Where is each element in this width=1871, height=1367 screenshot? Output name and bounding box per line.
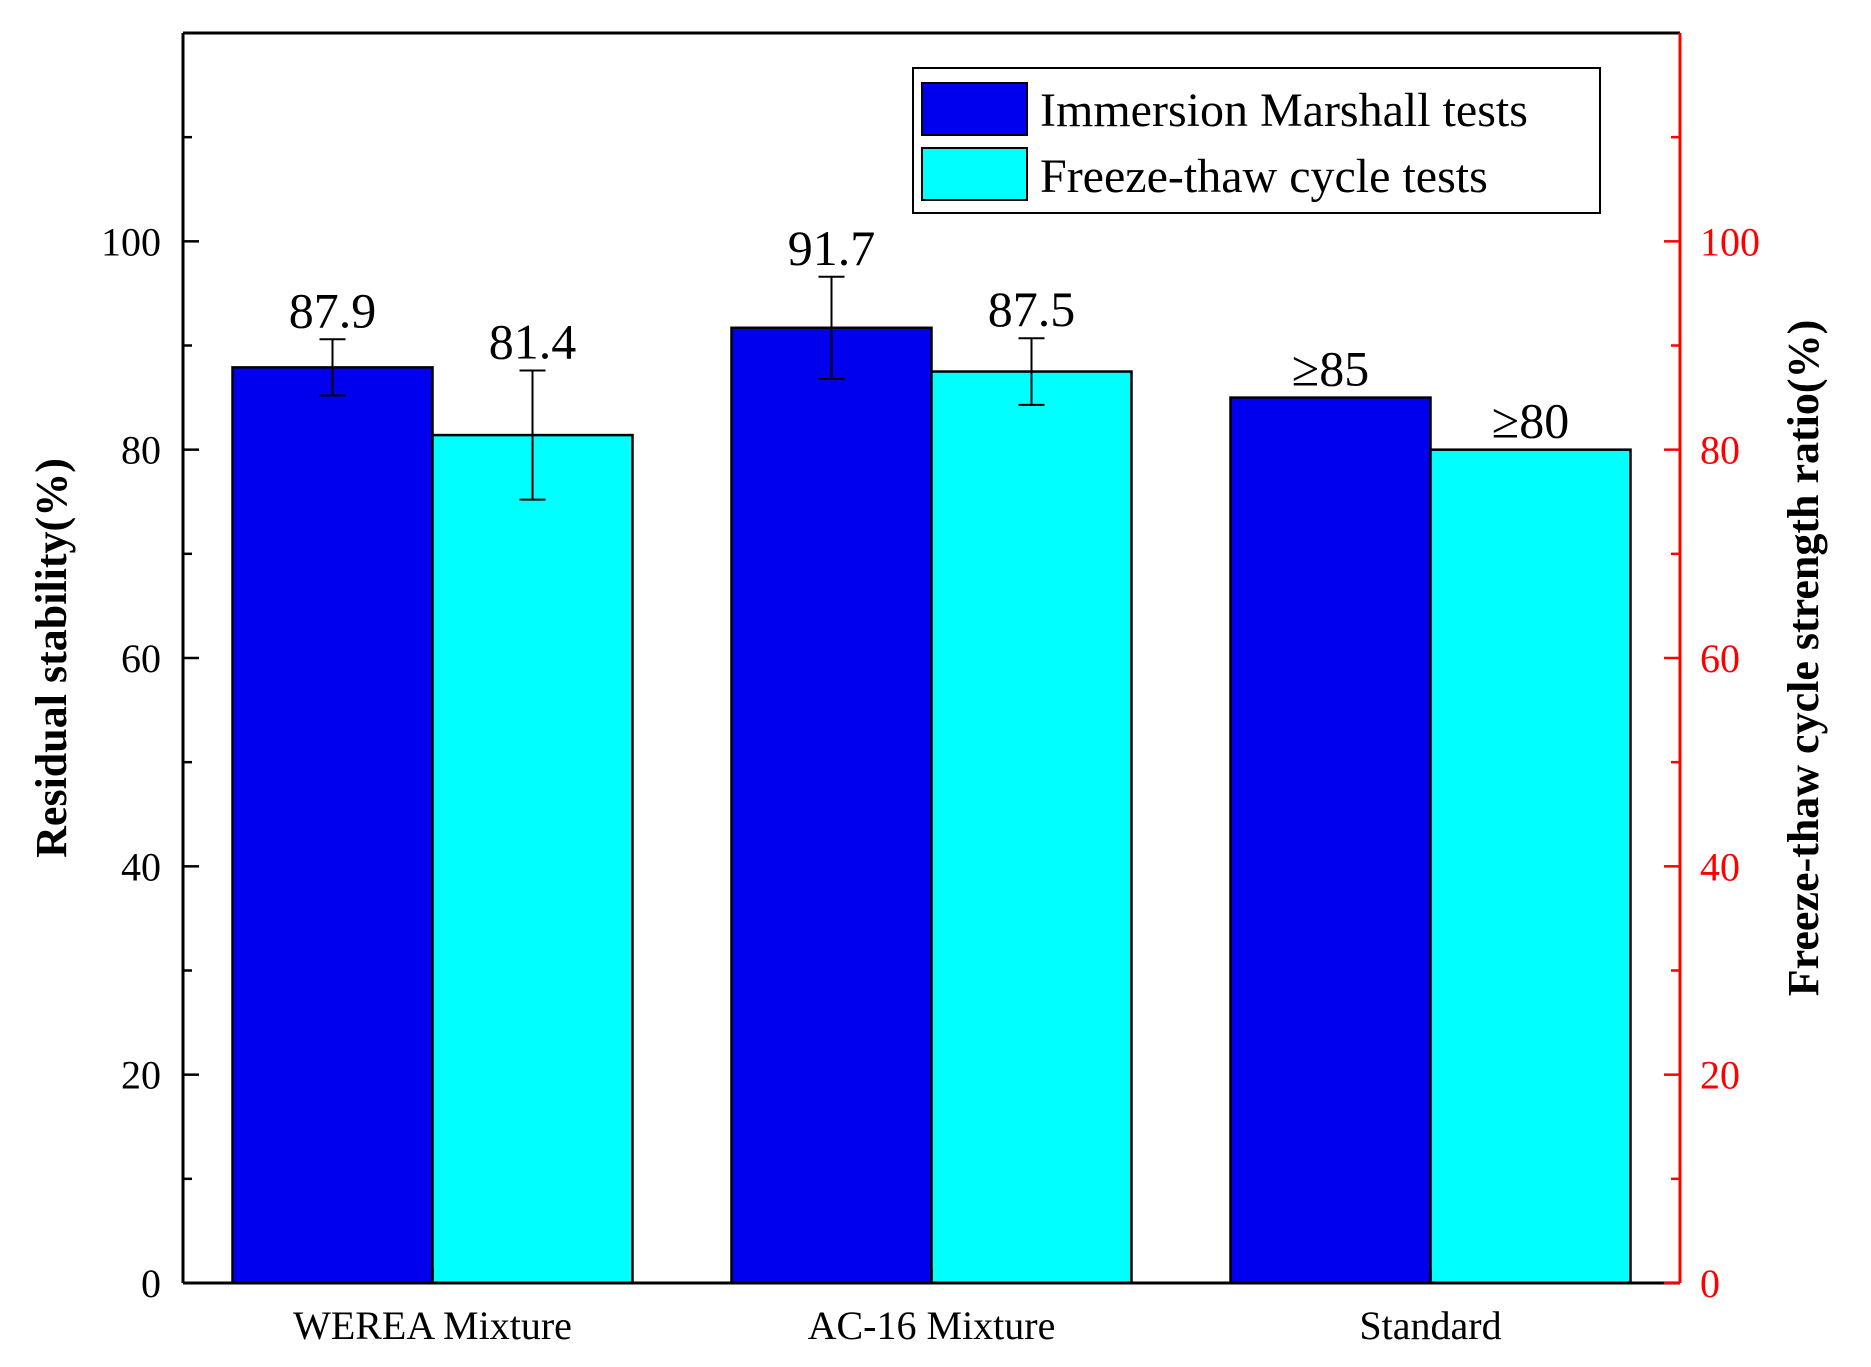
y-tick-label: 100: [101, 219, 161, 264]
y2-axis-title: Freeze-thaw cycle strength ratio(%): [1779, 320, 1828, 996]
bar-freeze-thaw-2: [1429, 448, 1632, 1285]
y-tick-label: 60: [121, 636, 161, 681]
y-tick-label: 0: [141, 1261, 161, 1306]
data-label: 87.9: [289, 282, 377, 338]
data-label: 87.5: [988, 281, 1076, 337]
y2-tick-label: 60: [1700, 636, 1740, 681]
y2-tick-label: 40: [1700, 844, 1740, 889]
y2-tick-label: 100: [1700, 219, 1760, 264]
axes-layer: 0 20 40 60 80 100 0 20 40 60 80 100 WEREA Mixture AC-…: [101, 31, 1760, 1348]
bar-immersion-0: [231, 366, 434, 1285]
legend: Immersion Marshall tests Freeze-thaw cyc…: [912, 67, 1601, 214]
y-tick-label: 20: [121, 1053, 161, 1098]
y2-tick-label: 20: [1700, 1053, 1740, 1098]
y-tick-label: 40: [121, 844, 161, 889]
legend-label-freeze-thaw: Freeze-thaw cycle tests: [1040, 150, 1488, 203]
bar-freeze-thaw-0: [431, 433, 634, 1285]
legend-swatch-immersion: [921, 82, 1028, 136]
y2-tick-label: 0: [1700, 1261, 1720, 1306]
y-axis-title: Residual stability(%): [27, 458, 76, 858]
error-bars-layer: [319, 275, 1045, 501]
legend-label-immersion: Immersion Marshall tests: [1040, 84, 1528, 137]
x-tick-label: WEREA Mixture: [293, 1303, 572, 1348]
bar-freeze-thaw-1: [930, 370, 1133, 1285]
data-labels-layer: 87.9 81.4 91.7 87.5 ≥85 ≥80: [289, 220, 1569, 449]
data-label: ≥80: [1492, 393, 1569, 449]
data-label: ≥85: [1292, 341, 1369, 397]
bar-immersion-1: [730, 326, 933, 1285]
x-tick-label: Standard: [1359, 1303, 1501, 1348]
bar-immersion-2: [1229, 396, 1432, 1285]
y2-tick-label: 80: [1700, 428, 1740, 473]
data-label: 91.7: [788, 220, 876, 276]
data-label: 81.4: [489, 314, 577, 370]
x-tick-label: AC-16 Mixture: [808, 1303, 1056, 1348]
y-tick-label: 80: [121, 428, 161, 473]
bars-layer: [231, 326, 1632, 1285]
legend-swatch-freeze-thaw: [921, 147, 1028, 201]
